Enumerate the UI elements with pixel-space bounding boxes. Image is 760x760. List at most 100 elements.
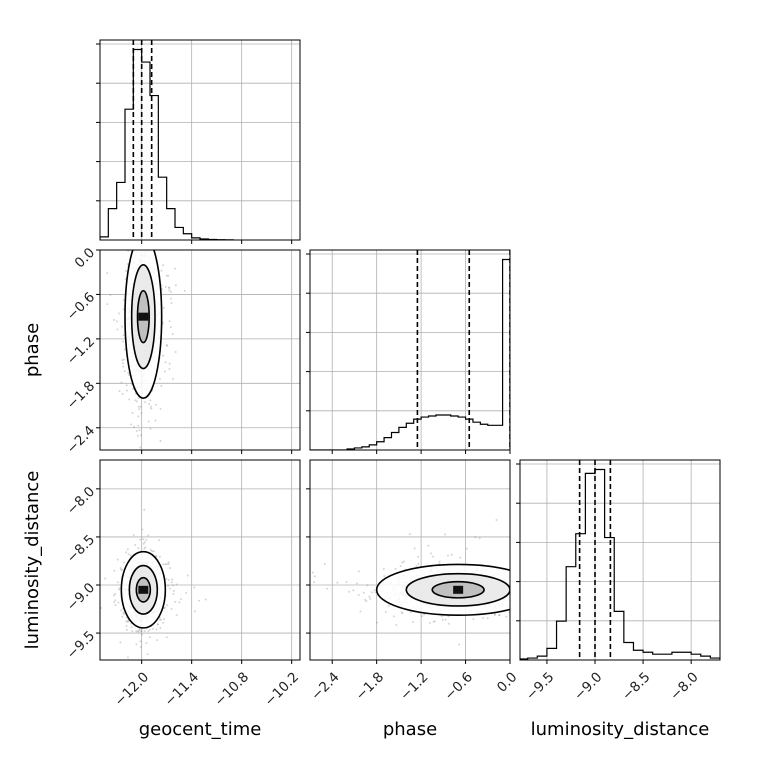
scatter-point	[127, 620, 130, 623]
scatter-point	[175, 614, 178, 617]
scatter-point	[132, 456, 134, 458]
scatter-point	[126, 620, 129, 623]
scatter-point	[183, 289, 186, 292]
y-tick-label-phase: −2.4	[64, 423, 98, 457]
scatter-point	[109, 293, 112, 296]
scatter-point	[370, 591, 373, 594]
scatter-point	[165, 344, 168, 347]
scatter-point	[121, 569, 124, 572]
scatter-point	[423, 613, 426, 616]
scatter-point	[515, 585, 517, 587]
scatter-point	[139, 405, 142, 408]
scatter-point	[126, 548, 129, 551]
scatter-point	[131, 630, 134, 633]
scatter-point	[132, 425, 135, 428]
scatter-point	[125, 389, 128, 392]
scatter-point	[512, 587, 514, 589]
scatter-point	[511, 583, 513, 585]
scatter-point	[166, 604, 169, 607]
scatter-point	[122, 611, 125, 614]
scatter-point	[162, 621, 165, 624]
scatter-point	[366, 584, 369, 587]
scatter-point	[511, 570, 513, 572]
scatter-point	[116, 581, 119, 584]
scatter-point	[165, 344, 168, 347]
scatter-point	[513, 614, 515, 616]
scatter-point	[137, 457, 139, 459]
scatter-point	[401, 611, 404, 614]
x-tick-label-phase: −1.2	[397, 669, 431, 703]
scatter-point	[137, 405, 140, 408]
scatter-point	[125, 628, 128, 631]
scatter-point	[511, 590, 513, 592]
scatter-point	[374, 591, 377, 594]
scatter-point	[365, 600, 368, 603]
scatter-point	[472, 618, 475, 621]
scatter-point	[127, 371, 130, 374]
scatter-point	[313, 581, 316, 584]
scatter-point	[348, 590, 351, 593]
scatter-point	[384, 610, 387, 613]
scatter-point	[156, 623, 159, 626]
x-tick-label-luminosity-distance: −8.0	[667, 669, 701, 703]
scatter-point	[122, 334, 125, 337]
scatter-point	[498, 614, 501, 617]
panel-border	[309, 249, 511, 451]
scatter-point	[444, 533, 447, 536]
scatter-point	[147, 534, 150, 537]
scatter-point	[122, 299, 125, 302]
scatter-point	[438, 560, 441, 563]
scatter-point	[171, 333, 174, 336]
scatter-point	[174, 600, 177, 603]
panel-2-0	[96, 459, 301, 683]
scatter-point	[122, 561, 125, 564]
scatter-point	[144, 546, 147, 549]
scatter-point	[392, 615, 395, 618]
scatter-point	[143, 547, 146, 550]
panel-content	[100, 40, 234, 240]
scatter-point	[171, 578, 174, 581]
scatter-point	[143, 508, 146, 511]
scatter-point	[156, 681, 158, 683]
y-tick-label-phase: −0.6	[64, 289, 98, 323]
scatter-point	[122, 308, 125, 311]
scatter-point	[204, 598, 207, 601]
scatter-point	[466, 547, 469, 550]
panel-bg	[100, 40, 300, 240]
scatter-point	[158, 618, 161, 621]
scatter-point	[165, 577, 168, 580]
scatter-point	[399, 565, 402, 568]
scatter-point	[119, 567, 122, 570]
scatter-point	[139, 538, 142, 541]
scatter-point	[132, 533, 135, 536]
density-peak-phase-luminosity-distance	[453, 585, 464, 594]
scatter-point	[115, 320, 118, 323]
scatter-point	[170, 301, 173, 304]
y-tick-label-phase: −1.2	[64, 334, 98, 368]
scatter-point	[106, 272, 109, 275]
scatter-point	[430, 552, 433, 555]
scatter-point	[129, 554, 132, 557]
scatter-point	[395, 623, 398, 626]
scatter-point	[125, 620, 128, 623]
panel-border	[99, 39, 301, 241]
scatter-point	[402, 560, 405, 563]
scatter-point	[127, 553, 130, 556]
scatter-point	[149, 427, 152, 430]
y-axis-title-luminosity-distance: luminosity_distance	[22, 471, 43, 650]
scatter-point	[119, 641, 122, 644]
scatter-point	[135, 430, 138, 433]
scatter-point	[517, 568, 519, 570]
scatter-point	[167, 286, 170, 289]
scatter-point	[409, 611, 412, 614]
scatter-point	[141, 528, 144, 531]
scatter-point	[136, 434, 139, 437]
scatter-point	[148, 636, 151, 639]
scatter-point	[147, 246, 149, 248]
density-peak-geocent-time-phase	[138, 312, 149, 321]
scatter-point	[126, 656, 129, 659]
scatter-point	[172, 377, 175, 380]
scatter-point	[517, 572, 519, 574]
panel-border	[519, 459, 721, 661]
